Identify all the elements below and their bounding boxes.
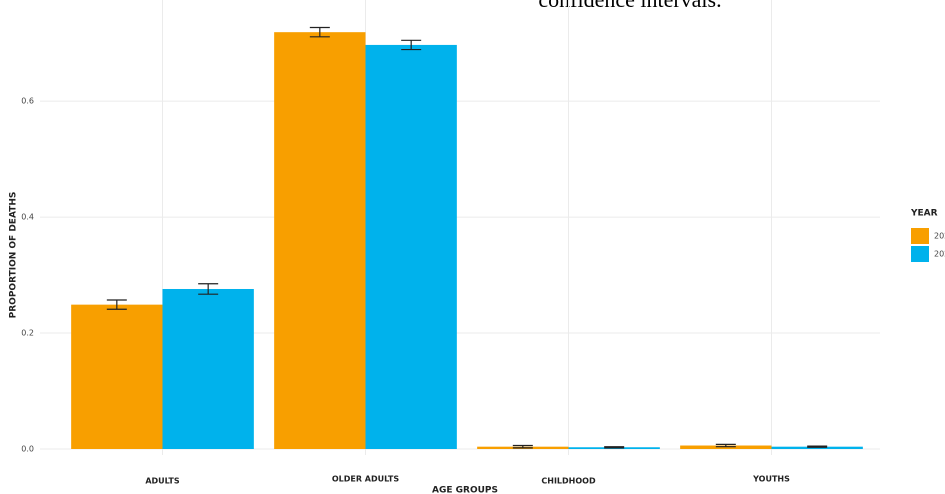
x-tick-label: CHILDHOOD	[541, 477, 596, 486]
legend-label: 202	[934, 232, 945, 241]
legend-label: 202	[934, 250, 945, 259]
legend-swatch	[911, 246, 929, 262]
legend-swatch	[911, 228, 929, 244]
error-bar	[512, 444, 533, 449]
bar	[71, 304, 163, 449]
error-bar	[604, 446, 625, 449]
error-bar	[401, 39, 422, 51]
x-tick-label: OLDER ADULTS	[332, 475, 400, 484]
error-bar	[106, 299, 127, 310]
y-tick-label: 0.2	[21, 329, 34, 338]
error-bar	[309, 26, 330, 38]
chart-title: confidence intervals.	[538, 0, 721, 12]
error-bar	[198, 283, 219, 295]
bar	[162, 288, 254, 449]
x-tick-label: YOUTHS	[752, 475, 790, 484]
x-axis-title: AGE GROUPS	[432, 486, 498, 494]
error-bar	[807, 445, 828, 448]
y-tick-label: 0.6	[21, 97, 34, 106]
bar	[365, 44, 457, 450]
bar	[274, 32, 366, 450]
y-tick-label: 0.0	[21, 445, 34, 454]
x-tick-label: ADULTS	[145, 477, 180, 486]
legend-title: YEAR	[910, 209, 938, 219]
error-bar	[715, 443, 736, 448]
y-tick-label: 0.4	[21, 213, 34, 222]
y-axis-title: PROPORTION OF DEATHS	[9, 192, 19, 319]
